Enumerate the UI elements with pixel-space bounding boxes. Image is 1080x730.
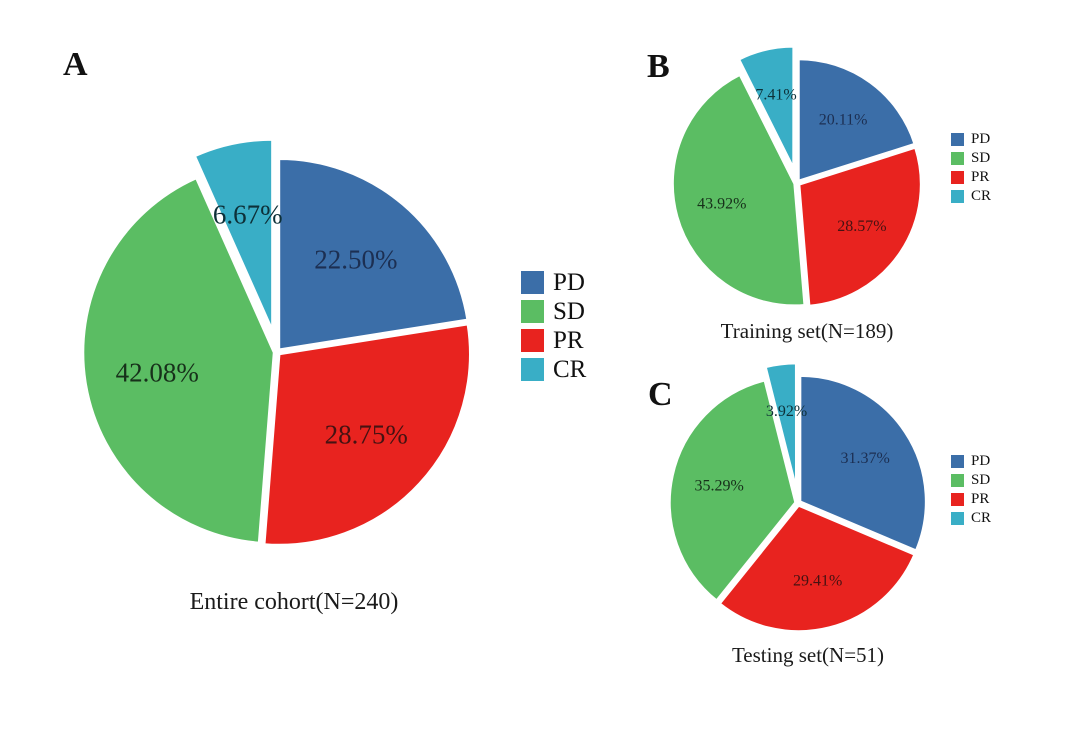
sd-color-swatch — [521, 300, 544, 323]
panel-a-slice-pd — [277, 157, 470, 352]
panel-c-legend-item-pd: PD — [951, 454, 991, 469]
legend-label-cr: CR — [971, 188, 992, 204]
panel-b-pct-label-pd: 20.11% — [819, 111, 868, 128]
legend-label-pr: PR — [971, 491, 990, 507]
panel-a-slice-sd — [81, 176, 276, 545]
panel-a-slice-cr — [193, 138, 274, 331]
cr-color-swatch — [521, 358, 544, 381]
panel-c-slice-sd — [668, 378, 797, 603]
panel-b-pct-label-pr: 28.57% — [837, 218, 886, 235]
panel-a-pct-label-cr: 6.67% — [213, 200, 283, 230]
pd-color-swatch — [951, 455, 964, 468]
panel-c-pct-label-cr: 3.92% — [766, 403, 807, 420]
legend-label-pr: PR — [971, 169, 990, 185]
chart-c-caption: Testing set(N=51) — [731, 643, 885, 667]
chart-c-legend: PD SD PR CR — [951, 454, 991, 530]
sd-color-swatch — [951, 474, 964, 487]
panel-letter-c: C — [648, 376, 673, 413]
legend-label-pd: PD — [971, 131, 991, 147]
panel-c-pct-label-pr: 29.41% — [793, 573, 842, 590]
panel-b-slice-pr — [797, 145, 923, 308]
pr-color-swatch — [521, 329, 544, 352]
panel-b-slice-sd — [671, 72, 807, 307]
cr-color-swatch — [951, 190, 964, 203]
chart-a-legend: PD SD PR CR — [521, 270, 586, 386]
panel-b-legend-item-pr: PR — [951, 170, 991, 185]
panel-a-legend-item-sd: SD — [521, 299, 586, 324]
panel-b-legend-item-pd: PD — [951, 132, 991, 147]
legend-label-sd: SD — [971, 472, 991, 488]
panel-a-pct-label-pd: 22.50% — [314, 245, 397, 275]
panel-c-legend-item-cr: CR — [951, 511, 991, 526]
panel-b-slice-pd — [797, 57, 917, 183]
panel-b-legend-item-cr: CR — [951, 189, 991, 204]
panel-letter-a: A — [63, 46, 88, 83]
panel-a-legend-item-pd: PD — [521, 270, 586, 295]
panel-a-pct-label-sd: 42.08% — [116, 358, 199, 388]
legend-label-cr: CR — [553, 356, 587, 383]
cr-color-swatch — [951, 512, 964, 525]
panel-c-slice-pr — [717, 503, 917, 633]
panel-b-slice-cr — [737, 45, 795, 169]
panel-b-pct-label-cr: 7.41% — [755, 86, 796, 103]
panel-a-slice-pr — [262, 322, 472, 547]
sd-color-swatch — [951, 152, 964, 165]
pr-color-swatch — [951, 493, 964, 506]
panel-letter-b: B — [647, 48, 670, 85]
panel-c-pct-label-sd: 35.29% — [695, 477, 744, 494]
chart-b-legend: PD SD PR CR — [951, 132, 991, 208]
panel-c-pct-label-pd: 31.37% — [841, 450, 890, 467]
panel-a-pct-label-pr: 28.75% — [325, 419, 408, 449]
legend-label-pr: PR — [553, 327, 584, 354]
panel-a-legend-item-pr: PR — [521, 328, 586, 353]
panel-c-slice-cr — [763, 361, 798, 490]
legend-label-pd: PD — [553, 269, 585, 296]
panel-b-legend-item-sd: SD — [951, 151, 991, 166]
legend-label-sd: SD — [971, 150, 991, 166]
panel-b-pct-label-sd: 43.92% — [697, 196, 746, 213]
chart-b-caption: Training set(N=189) — [720, 319, 894, 343]
pd-color-swatch — [521, 271, 544, 294]
panel-c-slice-pd — [798, 374, 928, 553]
legend-label-pd: PD — [971, 453, 991, 469]
pr-color-swatch — [951, 171, 964, 184]
panel-c-legend-item-sd: SD — [951, 473, 991, 488]
legend-label-sd: SD — [553, 298, 585, 325]
legend-label-cr: CR — [971, 510, 992, 526]
pd-color-swatch — [951, 133, 964, 146]
chart-a-caption: Entire cohort(N=240) — [189, 589, 399, 615]
panel-a-legend-item-cr: CR — [521, 357, 586, 382]
panel-c-legend-item-pr: PR — [951, 492, 991, 507]
